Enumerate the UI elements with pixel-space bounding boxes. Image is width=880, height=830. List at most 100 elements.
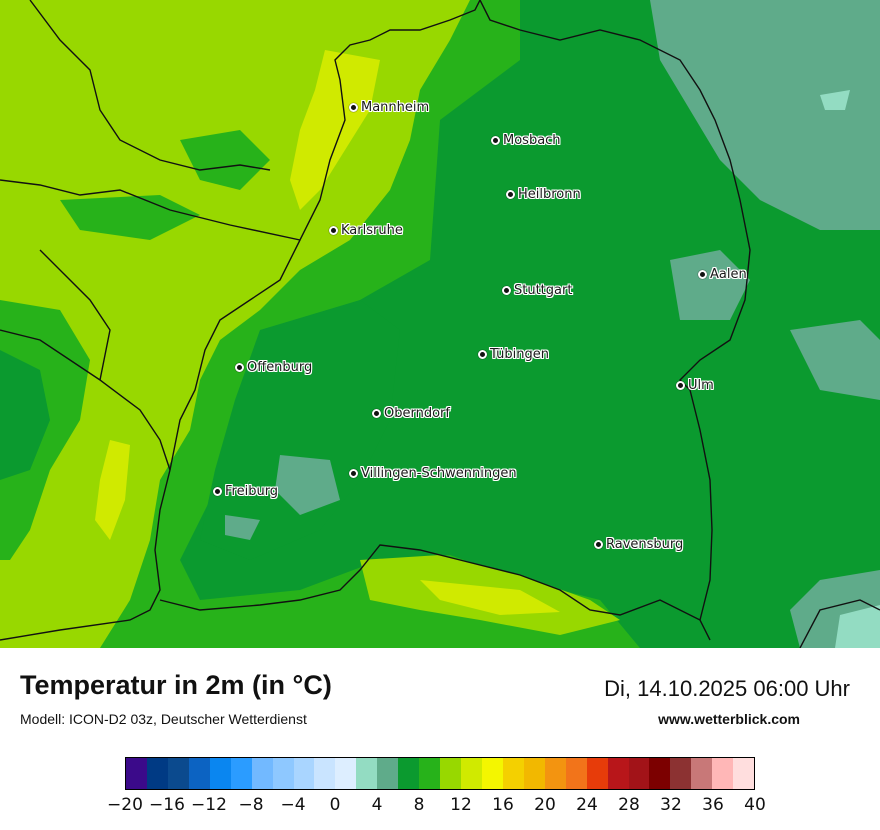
city-label: Stuttgart <box>514 283 573 298</box>
city-villingen-schwenningen: Villingen-Schwenningen <box>349 466 517 481</box>
city-aalen: Aalen <box>698 267 747 282</box>
color-scale-segment <box>544 758 566 789</box>
city-marker <box>491 136 500 145</box>
field-4-6-allgaeu <box>835 605 880 648</box>
field-6-8-east <box>790 320 880 400</box>
field-8-10-blackforest <box>200 300 400 560</box>
color-scale-tick-label: −20 <box>107 795 143 815</box>
color-scale-segment <box>146 758 168 789</box>
color-scale-tick-label: 16 <box>492 795 514 815</box>
city-tuebingen: Tübingen <box>478 347 549 362</box>
color-scale-tick-label: −8 <box>238 795 264 815</box>
city-label: Mannheim <box>361 100 430 115</box>
color-scale-segment <box>251 758 273 789</box>
city-mannheim: Mannheim <box>349 100 429 115</box>
city-karlsruhe: Karlsruhe <box>329 223 403 238</box>
field-10-12-pfalz <box>180 130 270 190</box>
color-scale-segment <box>356 758 378 789</box>
field-14-16-lake <box>420 580 560 615</box>
field-8-10-west <box>0 350 50 480</box>
city-marker <box>349 103 358 112</box>
field-4-6-northeast <box>820 90 850 110</box>
model-info: Modell: ICON-D2 03z, Deutscher Wetterdie… <box>20 711 307 727</box>
field-6-8-aalen <box>670 250 750 320</box>
city-label: Villingen-Schwenningen <box>361 466 517 481</box>
color-scale-segment <box>712 758 734 789</box>
color-scale-segment <box>565 758 587 789</box>
city-marker <box>594 540 603 549</box>
color-scale-segment <box>377 758 399 789</box>
city-ravensburg: Ravensburg <box>594 537 683 552</box>
city-marker <box>698 270 707 279</box>
map-title: Temperatur in 2m (in °C) <box>20 670 332 700</box>
color-scale-tick-label: −12 <box>191 795 227 815</box>
color-scale-tick-label: 8 <box>413 795 425 815</box>
color-scale-segment <box>670 758 692 789</box>
field-10-12-saar <box>60 195 200 240</box>
color-scale-tick-label: −16 <box>149 795 185 815</box>
color-scale-segment <box>607 758 629 789</box>
color-scale-tick-label: 24 <box>576 795 598 815</box>
color-scale-segment <box>649 758 671 789</box>
city-marker <box>502 286 511 295</box>
color-scale-segment <box>209 758 231 789</box>
color-scale-segment <box>628 758 650 789</box>
city-label: Karlsruhe <box>341 223 403 238</box>
city-label: Tübingen <box>490 347 549 362</box>
color-scale <box>125 757 755 790</box>
color-scale-segment <box>230 758 252 789</box>
color-scale-tick-label: −4 <box>280 795 306 815</box>
city-ulm: Ulm <box>676 378 714 393</box>
city-marker <box>676 381 685 390</box>
city-oberndorf: Oberndorf <box>372 406 450 421</box>
city-label: Heilbronn <box>518 187 581 202</box>
color-scale-segment <box>733 758 755 789</box>
city-label: Aalen <box>710 267 747 282</box>
city-marker <box>506 190 515 199</box>
color-scale-segment <box>440 758 461 789</box>
city-freiburg: Freiburg <box>213 484 278 499</box>
city-offenburg: Offenburg <box>235 360 312 375</box>
forecast-datetime: Di, 14.10.2025 06:00 Uhr <box>604 676 850 701</box>
field-6-8-feldberg <box>225 515 260 540</box>
color-scale-segment <box>481 758 503 789</box>
city-marker <box>478 350 487 359</box>
city-heilbronn: Heilbronn <box>506 187 581 202</box>
color-scale-tick-label: 20 <box>534 795 556 815</box>
city-stuttgart: Stuttgart <box>502 283 572 298</box>
color-scale-segment <box>126 758 147 789</box>
field-6-8-northeast <box>650 0 880 230</box>
color-scale-tick-label: 36 <box>702 795 724 815</box>
color-scale-tick-label: 0 <box>329 795 341 815</box>
temperature-map <box>0 0 880 648</box>
color-scale-tick-label: 4 <box>371 795 383 815</box>
city-marker <box>372 409 381 418</box>
city-marker <box>329 226 338 235</box>
city-label: Mosbach <box>503 133 561 148</box>
color-scale-segment <box>586 758 608 789</box>
color-scale-segment <box>398 758 420 789</box>
color-scale-segment <box>523 758 545 789</box>
borders <box>0 0 880 648</box>
city-label: Offenburg <box>247 360 313 375</box>
color-scale-ticks: −20 −16 −12 −8 −4 0 4 8 12 16 20 24 28 32 36 40 <box>107 795 766 817</box>
city-label: Ulm <box>688 378 714 393</box>
color-scale-segment <box>691 758 713 789</box>
color-scale-segment <box>272 758 294 789</box>
color-scale-tick-label: 40 <box>744 795 766 815</box>
city-label: Ravensburg <box>606 537 684 552</box>
color-scale-tick-label: 12 <box>450 795 472 815</box>
color-scale-segment <box>314 758 336 789</box>
city-mosbach: Mosbach <box>491 133 561 148</box>
field-14-16-north <box>290 50 380 210</box>
field-14-16-south <box>95 440 130 540</box>
color-scale-tick-label: 32 <box>660 795 682 815</box>
color-scale-segment <box>167 758 189 789</box>
color-scale-segment <box>293 758 315 789</box>
color-scale-segment <box>461 758 482 789</box>
city-label: Oberndorf <box>384 406 450 421</box>
city-marker <box>213 487 222 496</box>
color-scale-tick-label: 28 <box>618 795 640 815</box>
color-scale-segment <box>419 758 441 789</box>
city-marker <box>349 469 358 478</box>
